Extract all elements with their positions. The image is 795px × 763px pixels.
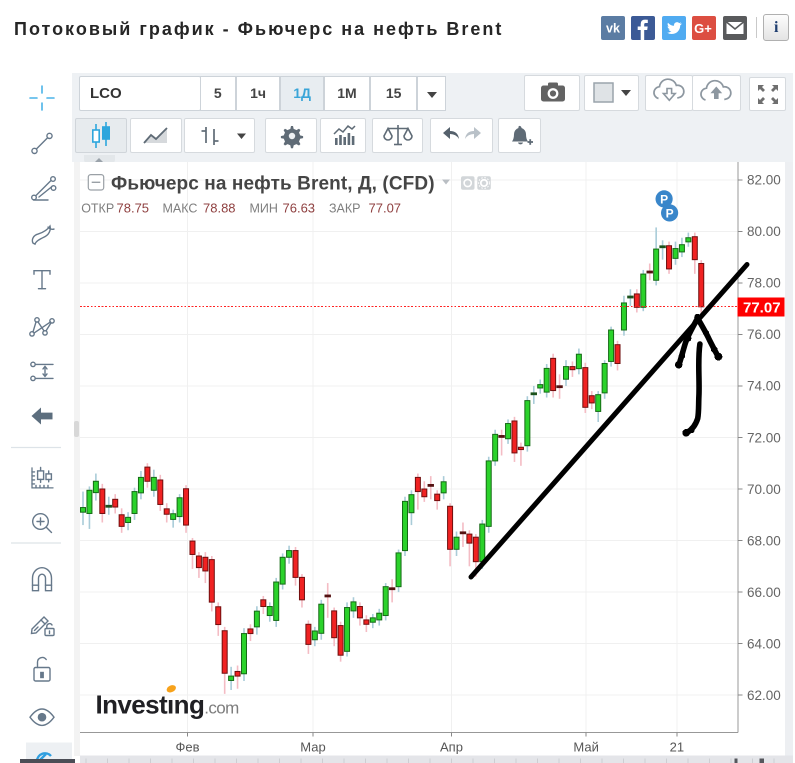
svg-text:78.00: 78.00 [747,276,781,291]
svg-text:77.07: 77.07 [368,201,401,216]
svg-text:68.00: 68.00 [747,533,781,548]
svg-text:Фев: Фев [175,739,199,754]
svg-text:78.88: 78.88 [203,201,236,216]
svg-text:МИН: МИН [249,202,277,216]
svg-text:78.75: 78.75 [116,201,149,216]
svg-text:ЗАКР: ЗАКР [329,202,361,216]
svg-text:ОТКР: ОТКР [81,202,114,216]
svg-text:80.00: 80.00 [747,224,781,239]
svg-text:Мар: Мар [300,739,325,754]
svg-text:Май: Май [573,739,598,754]
svg-text:Апр: Апр [440,739,463,754]
svg-text:76.00: 76.00 [747,327,781,342]
svg-text:72.00: 72.00 [747,430,781,445]
svg-text:64.00: 64.00 [747,636,781,651]
svg-text:МАКС: МАКС [162,202,197,216]
svg-text:74.00: 74.00 [747,379,781,394]
svg-text:P: P [660,192,668,206]
svg-text:62.00: 62.00 [747,688,781,703]
svg-text:vk: vk [606,22,620,36]
svg-text:21: 21 [669,739,683,754]
svg-text:77.07: 77.07 [743,299,781,316]
svg-text:76.63: 76.63 [282,201,315,216]
svg-text:G+: G+ [694,21,712,36]
svg-text:P: P [665,206,673,220]
svg-text:66.00: 66.00 [747,585,781,600]
svg-text:70.00: 70.00 [747,482,781,497]
svg-text:Фьючерс на нефть Brent, Д, (CF: Фьючерс на нефть Brent, Д, (CFD) [111,174,435,195]
svg-text:82.00: 82.00 [747,173,781,188]
